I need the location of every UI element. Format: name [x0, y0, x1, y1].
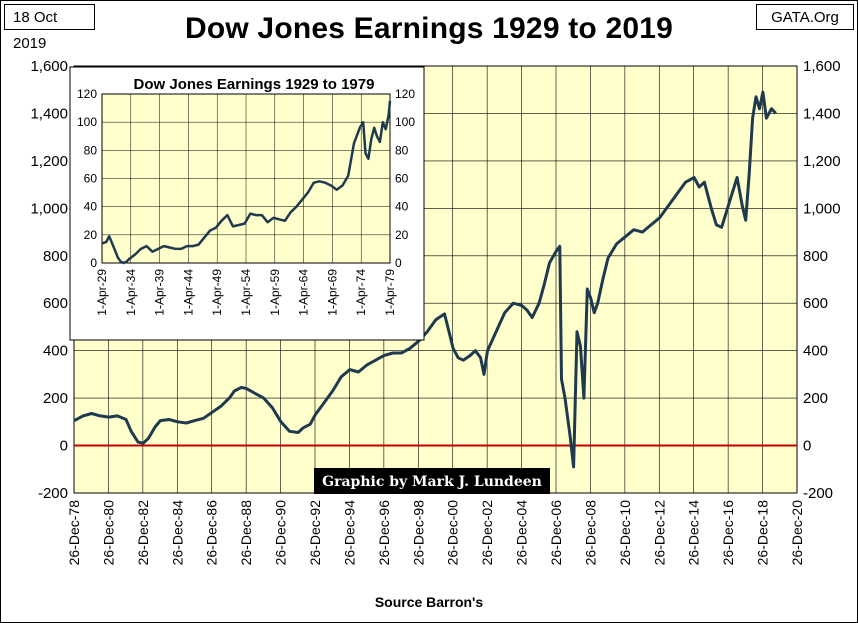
main-y-tick-right: 200	[803, 390, 828, 407]
inset-y-tick-left: 60	[84, 172, 98, 186]
inset-y-tick-right: 40	[395, 200, 409, 214]
main-y-tick-right: -200	[803, 485, 833, 502]
credit-badge	[314, 468, 550, 494]
inset-x-tick: 1-Apr-34	[124, 269, 138, 316]
inset-y-tick-left: 20	[84, 228, 98, 242]
inset-x-tick: 1-Apr-79	[383, 269, 397, 316]
main-x-tick: 26-Dec-14	[686, 500, 702, 566]
main-y-axis-left: -200 0 200 400 600 800 1,000 1,200 1,400 1,600	[30, 58, 68, 502]
main-y-tick-left: 400	[43, 343, 68, 360]
inset-x-tick: 1-Apr-29	[95, 269, 109, 316]
inset-y-tick-right: 80	[395, 143, 409, 157]
main-x-tick: 26-Dec-94	[341, 500, 357, 566]
inset-y-axis-right: 0 20 40 60 80 100 120	[395, 87, 415, 270]
inset-y-tick-left: 80	[84, 143, 98, 157]
inset-y-tick-right: 120	[395, 87, 415, 101]
main-y-tick-left: 0	[60, 438, 68, 455]
inset-x-axis: 1-Apr-29 1-Apr-34 1-Apr-39 1-Apr-44 1-Apr-49…	[95, 269, 397, 316]
inset-x-tick: 1-Apr-44	[181, 269, 195, 316]
x-axis-caption: Source Barron's	[374, 594, 484, 610]
main-y-tick-right: 1,400	[803, 105, 841, 122]
credit-text: Graphic by Mark J. Lundeen	[322, 474, 542, 490]
main-y-tick-right: 1,200	[803, 153, 841, 170]
inset-x-tick: 1-Apr-74	[354, 269, 368, 316]
inset-y-tick-left: 0	[90, 256, 97, 270]
chart-title: Dow Jones Earnings 1929 to 2019	[184, 12, 674, 45]
main-x-tick: 26-Dec-86	[204, 500, 220, 566]
main-x-axis: 26-Dec-78 26-Dec-80 26-Dec-82 26-Dec-84 26-D…	[66, 500, 805, 566]
main-y-tick-right: 0	[803, 438, 811, 455]
main-x-tick: 26-Dec-98	[410, 500, 426, 566]
inset-y-axis-left: 0 20 40 60 80 100 120	[77, 87, 97, 270]
main-x-tick: 26-Dec-12	[651, 500, 667, 566]
main-y-tick-left: 200	[43, 390, 68, 407]
main-y-axis-right: -200 0 200 400 600 800 1,000 1,200 1,400 1,600	[803, 58, 841, 502]
main-y-tick-left: 800	[43, 248, 68, 265]
main-x-tick: 26-Dec-82	[135, 500, 151, 566]
inset-chart: Dow Jones Earnings 1929 to 1979 0 20 40 60 8…	[69, 66, 425, 341]
main-x-tick: 26-Dec-18	[755, 500, 771, 566]
inset-x-tick: 1-Apr-69	[325, 269, 339, 316]
inset-x-tick: 1-Apr-54	[239, 269, 253, 316]
main-y-tick-right: 400	[803, 343, 828, 360]
inset-y-tick-left: 40	[84, 200, 98, 214]
source-label: GATA.Org	[756, 4, 854, 30]
main-x-tick: 26-Dec-78	[66, 500, 82, 566]
inset-y-tick-right: 60	[395, 172, 409, 186]
main-x-tick: 26-Dec-16	[720, 500, 736, 566]
main-y-tick-left: -200	[38, 485, 68, 502]
main-y-tick-right: 800	[803, 248, 828, 265]
inset-y-tick-right: 20	[395, 228, 409, 242]
inset-y-tick-right: 100	[395, 115, 415, 129]
main-x-tick: 26-Dec-96	[376, 500, 392, 566]
main-x-tick: 26-Dec-88	[238, 500, 254, 566]
main-y-tick-left: 1,000	[30, 200, 68, 217]
main-y-tick-left: 1,400	[30, 105, 68, 122]
main-y-tick-left: 600	[43, 295, 68, 312]
inset-y-tick-right: 0	[395, 256, 402, 270]
main-x-tick: 26-Dec-20	[789, 500, 805, 566]
inset-x-tick: 1-Apr-59	[268, 269, 282, 316]
date-label: 18 Oct 2019	[4, 4, 95, 52]
inset-y-tick-left: 100	[77, 115, 97, 129]
main-y-tick-right: 1,000	[803, 200, 841, 217]
main-y-tick-right: 1,600	[803, 58, 841, 75]
main-x-tick: 26-Dec-04	[514, 500, 530, 566]
inset-y-tick-left: 120	[77, 87, 97, 101]
main-x-tick: 26-Dec-92	[307, 500, 323, 566]
inset-series-line	[101, 100, 392, 265]
main-series-line	[73, 90, 777, 469]
inset-chart-title: Dow Jones Earnings 1929 to 1979	[134, 76, 375, 93]
main-x-tick: 26-Dec-80	[100, 500, 116, 566]
main-x-tick: 26-Dec-00	[445, 500, 461, 566]
main-x-tick: 26-Dec-02	[479, 500, 495, 566]
main-y-tick-left: 1,600	[30, 58, 68, 75]
main-x-tick: 26-Dec-08	[582, 500, 598, 566]
inset-grid	[101, 93, 391, 264]
main-y-tick-right: 600	[803, 295, 828, 312]
main-x-tick: 26-Dec-90	[273, 500, 289, 566]
main-x-tick: 26-Dec-84	[169, 500, 185, 566]
main-y-tick-left: 1,200	[30, 153, 68, 170]
inset-x-tick: 1-Apr-39	[153, 269, 167, 316]
inset-x-tick: 1-Apr-49	[210, 269, 224, 316]
inset-x-tick: 1-Apr-64	[297, 269, 311, 316]
main-x-tick: 26-Dec-06	[548, 500, 564, 566]
main-x-tick: 26-Dec-10	[617, 500, 633, 566]
